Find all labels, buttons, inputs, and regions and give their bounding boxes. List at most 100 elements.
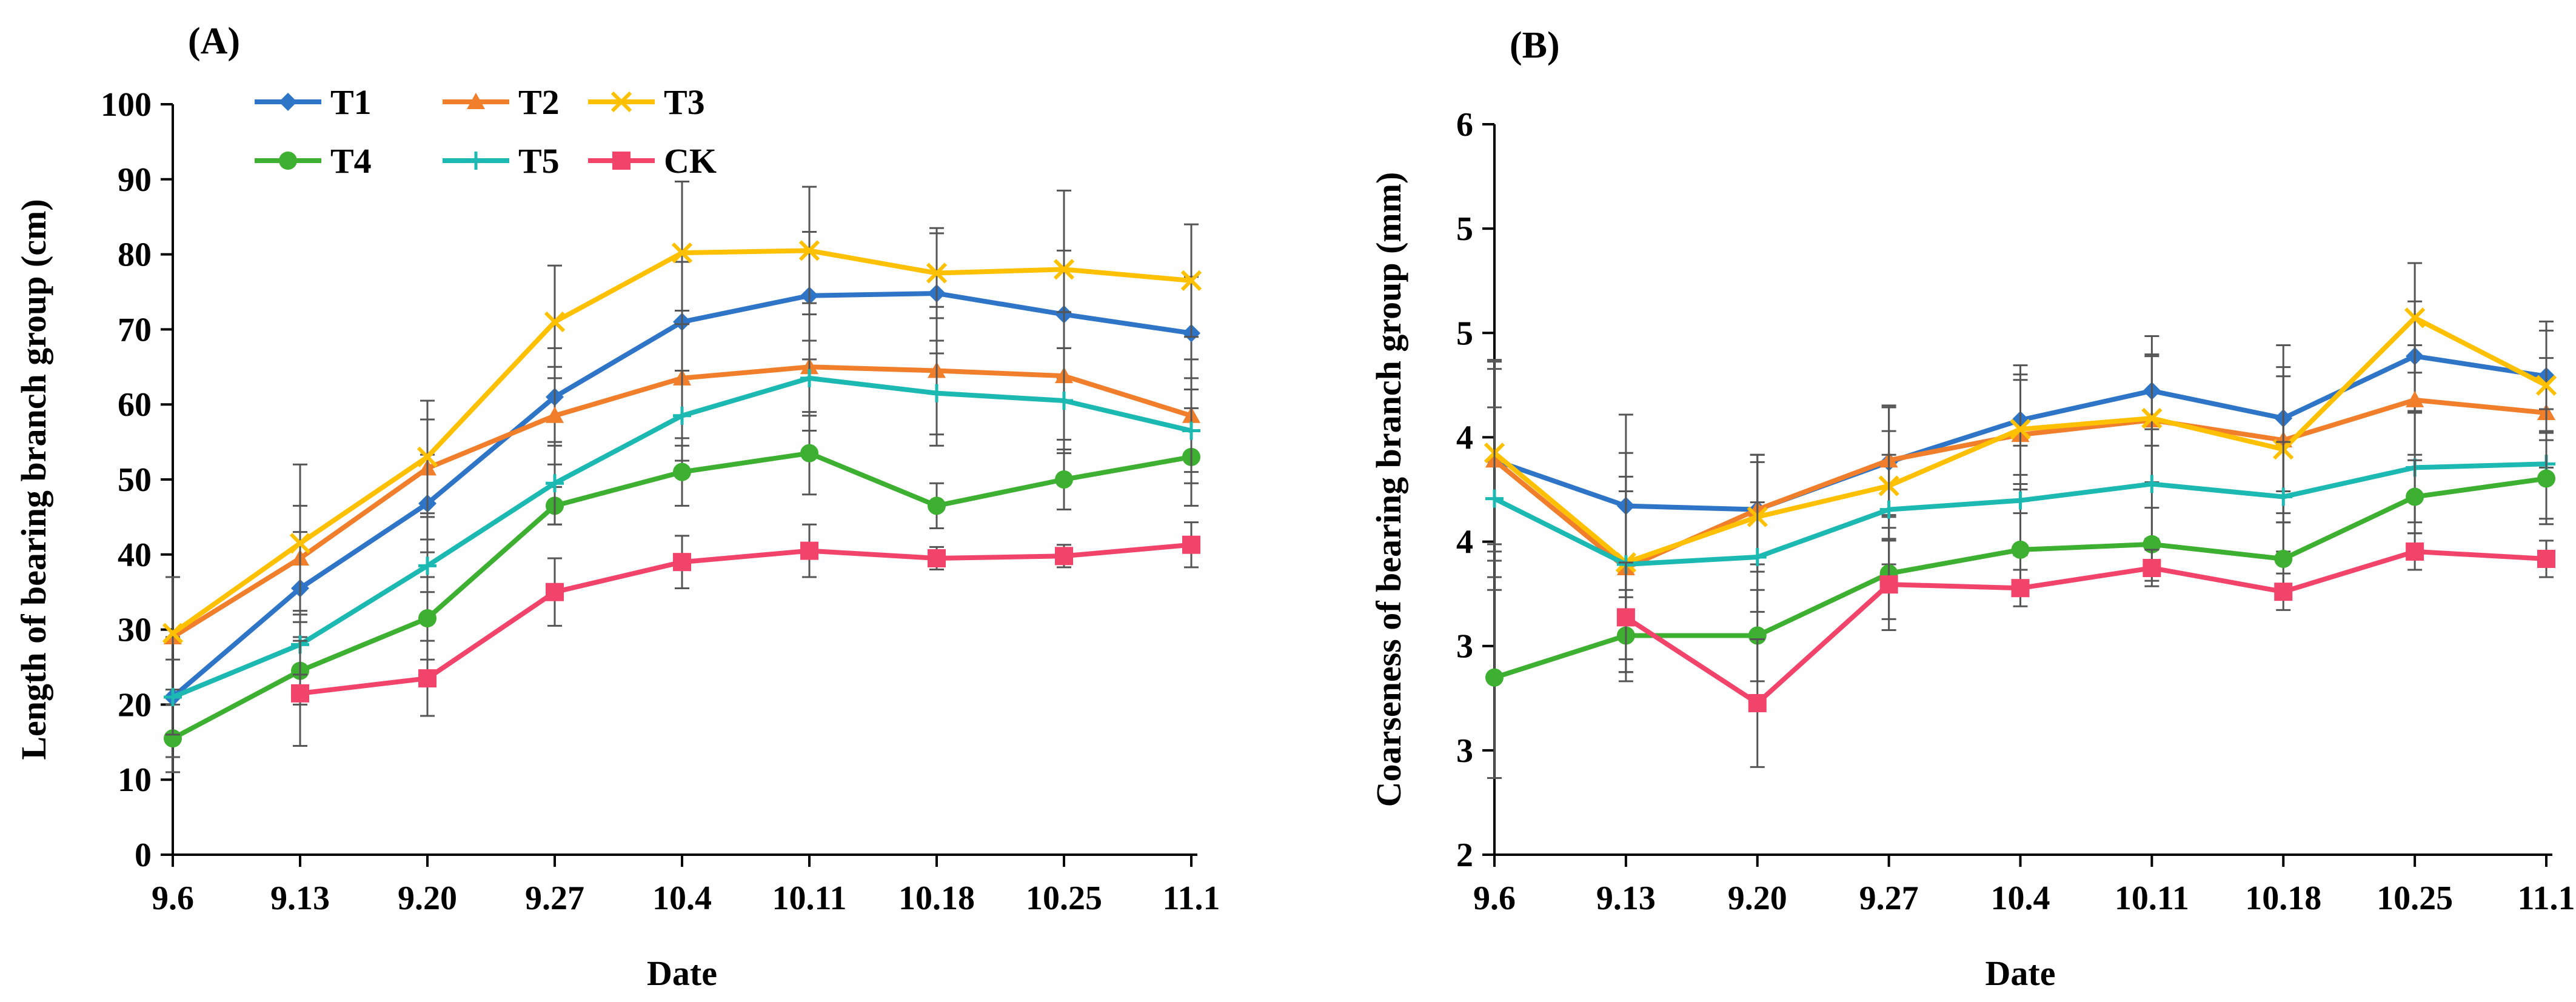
panel-a-legend-item-ck-marker xyxy=(612,152,631,170)
panel-a-y-tick-label: 60 xyxy=(118,386,152,424)
panel-a-series-ck-point xyxy=(800,541,818,560)
panel-b-label: (B) xyxy=(1510,25,1560,66)
panel-a-series-t3-point xyxy=(1053,259,1075,280)
panel-a-series-t3-point-stroke-b xyxy=(1180,270,1202,292)
panel-b-y-tick-label: 5 xyxy=(1456,315,1473,352)
panel-a-y-tick-label: 20 xyxy=(118,686,152,724)
panel-a-legend: T1 T2 T3 T4 T5 CK xyxy=(255,82,717,181)
panel-b-series-ck-point xyxy=(1748,693,1767,712)
panel-a-legend-item-t3-marker xyxy=(611,91,632,113)
panel-a-legend-item-t2-marker xyxy=(467,93,485,109)
panel-b-series-ck-point xyxy=(1879,575,1898,594)
panel-a-legend-item-t3: T3 xyxy=(588,82,705,122)
panel-a-series-t3-point xyxy=(417,446,438,467)
panel-a-x-tick-label: 11.1 xyxy=(1163,880,1220,917)
panel-b-series-t2-point xyxy=(2406,390,2424,407)
panel-b-series-ck-line xyxy=(1624,549,2547,706)
panel-a-x-tick-label: 9.20 xyxy=(398,880,457,917)
panel-b-series-t4-point xyxy=(2537,469,2555,488)
panel-a-series-t3-point-stroke-b xyxy=(798,240,820,261)
panel-a-legend-item-t5: T5 xyxy=(443,141,560,181)
panel-a-label: (A) xyxy=(188,21,240,62)
panel-b-series-t4-point xyxy=(2011,540,2030,559)
panel-a-legend-item-t2-label: T2 xyxy=(518,82,560,122)
panel-b-series-ck-point xyxy=(2011,579,2030,598)
panel-a-series-t5-point xyxy=(800,369,818,387)
panel-b-series-t3-point-stroke-b xyxy=(2535,375,2557,396)
panel-a-chart: (A) 0 10 20 30 40 50 60 70 80 90 100 9.6 9.13 9.20 9.27… xyxy=(14,21,1220,993)
panel-a-legend-item-t4-marker xyxy=(279,152,297,170)
panel-b-series-t5-point xyxy=(1879,500,1898,519)
panel-b-x-tick-label: 10.11 xyxy=(2115,880,2189,917)
panel-a-legend-item-ck-label: CK xyxy=(664,141,717,181)
panel-a-series-t3-point-stroke-b xyxy=(289,533,311,554)
panel-b-x-tick-label: 11.1 xyxy=(2518,880,2575,917)
panel-a-x-tick-label: 9.6 xyxy=(152,880,194,917)
panel-b-series-ck-point xyxy=(1616,608,1635,627)
panel-a-y-tick-label: 30 xyxy=(118,612,152,649)
panel-a-y-tick-label: 0 xyxy=(135,837,152,874)
panel-a-series-t5-point xyxy=(546,474,564,493)
panel-b-y-tick-label: 4 xyxy=(1456,419,1473,456)
panel-a-series-t4-point xyxy=(418,609,437,628)
panel-a-series-t3-point xyxy=(1180,270,1202,292)
panel-b-series-t4-point xyxy=(2406,487,2424,506)
panel-b-y-axis-title: Coarseness of bearing branch group (mm) xyxy=(1369,172,1408,807)
panel-a-series-t2-point xyxy=(546,406,564,423)
panel-a-x-tick-label: 10.4 xyxy=(652,880,712,917)
panel-a-series-t3-point xyxy=(926,262,948,284)
panel-a-series-ck-point xyxy=(673,553,691,572)
panel-a-y-tick-label: 90 xyxy=(118,161,152,199)
panel-a-series-t5-point xyxy=(1182,421,1200,440)
panel-b-series-t4-point xyxy=(1485,668,1504,687)
panel-a-series-ck-point xyxy=(291,684,309,703)
panel-a-series-t5-point xyxy=(418,556,437,575)
panel-a-legend-item-t1-label: T1 xyxy=(330,82,372,122)
panel-a-series-t5-point xyxy=(1055,392,1073,410)
panel-b-y-tick-label: 2 xyxy=(1456,837,1473,874)
panel-a-series-ck-line xyxy=(299,542,1192,696)
panel-a-series-ck-point xyxy=(928,549,946,567)
panel-a-legend-item-t3-marker-stroke-b xyxy=(611,91,632,113)
panel-a-series-ck-point xyxy=(1182,535,1200,554)
panel-a-legend-item-ck: CK xyxy=(588,141,717,181)
panel-a-y-axis-title: Length of bearing branch group (cm) xyxy=(14,199,53,760)
panel-a-x-axis-title: Date xyxy=(647,954,717,993)
panel-a-y-tick-label: 40 xyxy=(118,536,152,574)
panel-b-series-t3-point-stroke-b xyxy=(2010,418,2031,440)
panel-a-legend-item-t3-label: T3 xyxy=(664,82,705,122)
panel-b-series-t4-point xyxy=(2143,535,2161,553)
panel-b-series-t4-point xyxy=(2274,549,2293,568)
panel-a-series-ck-point xyxy=(418,669,437,688)
panel-a-series-t3 xyxy=(162,181,1202,691)
panel-a-series-t4-point xyxy=(673,463,691,481)
panel-a-y-tick-label: 50 xyxy=(118,461,152,499)
panel-b-y-tick-label: 6 xyxy=(1456,106,1473,144)
panel-a-series-t3-point-stroke-b xyxy=(1053,259,1075,280)
panel-b-x-tick-label: 10.4 xyxy=(1991,880,2050,917)
panel-a-series-t3-point-stroke-b xyxy=(162,623,184,644)
panel-b-series-t3-point xyxy=(2535,375,2557,396)
panel-b-y-tick-label: 5 xyxy=(1456,210,1473,248)
panel-a-series-t5-point xyxy=(673,406,691,425)
panel-b-series-t3-point-stroke-b xyxy=(2404,307,2426,329)
panel-a-series-t5-point xyxy=(928,384,946,402)
panel-a-series-ck xyxy=(291,521,1200,747)
panel-a-series-t3-point-stroke-b xyxy=(544,311,566,333)
panel-a-x-tick-label: 9.27 xyxy=(525,880,584,917)
panel-a-x-tick-label: 9.13 xyxy=(270,880,330,917)
panel-b-x-tick-label: 10.25 xyxy=(2377,880,2453,917)
panel-b-series-ck xyxy=(1616,532,2555,768)
panel-b-series-t3-point xyxy=(2404,307,2426,329)
panel-b-series-t5-point xyxy=(2143,475,2161,493)
panel-a-series-t4-point xyxy=(800,444,818,463)
panel-a-series-t3-point-stroke-b xyxy=(926,262,948,284)
panel-b-series-t3-point xyxy=(2141,407,2163,429)
panel-a-y-tick-label: 100 xyxy=(101,86,152,124)
panel-b-x-tick-label: 9.20 xyxy=(1728,880,1787,917)
panel-b-x-axis-title: Date xyxy=(1986,954,2056,993)
panel-a-x-tick-label: 10.18 xyxy=(898,880,975,917)
panel-a-series-t3-point-stroke-b xyxy=(671,242,693,264)
panel-a-series-t3-point xyxy=(162,623,184,644)
